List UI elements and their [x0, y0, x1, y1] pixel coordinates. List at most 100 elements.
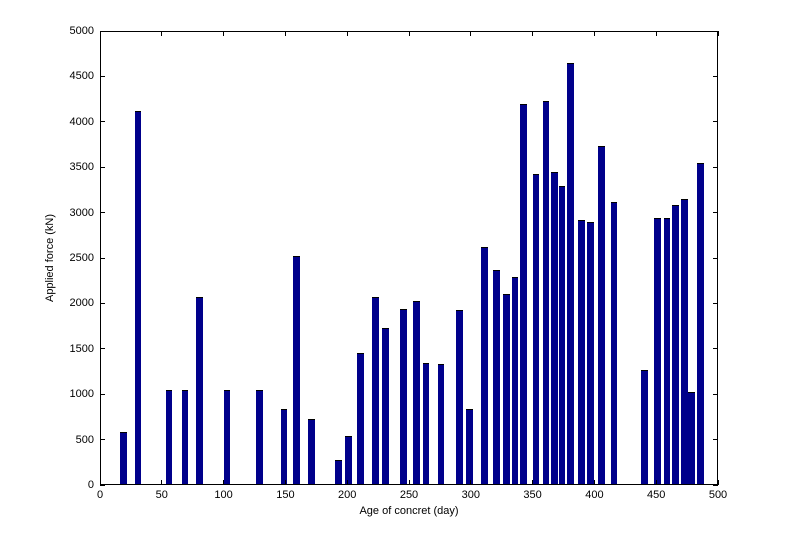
x-tick — [409, 480, 410, 485]
bar — [654, 218, 661, 484]
bar — [438, 364, 445, 484]
bar — [493, 270, 500, 484]
x-tick — [470, 480, 471, 485]
x-tick-label: 100 — [214, 489, 232, 501]
bar — [256, 390, 263, 484]
bar — [559, 186, 566, 484]
bar — [512, 277, 519, 484]
bar — [688, 392, 695, 484]
y-tick-label: 4500 — [70, 70, 94, 82]
x-tick-label: 500 — [709, 489, 727, 501]
bar — [372, 297, 379, 484]
x-tick-top — [100, 31, 101, 36]
bar — [382, 328, 389, 484]
y-tick — [100, 121, 105, 122]
bar — [456, 310, 463, 484]
x-tick-top — [161, 31, 162, 36]
bar — [520, 104, 527, 484]
y-tick-right — [713, 394, 718, 395]
bar — [697, 163, 704, 484]
x-tick — [161, 480, 162, 485]
x-tick — [532, 480, 533, 485]
bar — [413, 301, 420, 484]
bar — [423, 363, 430, 484]
bar — [641, 370, 648, 484]
y-tick — [100, 303, 105, 304]
y-tick-label: 3000 — [70, 207, 94, 219]
bar — [672, 205, 679, 484]
x-tick-top — [470, 31, 471, 36]
y-tick-label: 5000 — [70, 25, 94, 37]
y-tick-right — [713, 258, 718, 259]
x-tick-label: 300 — [462, 489, 480, 501]
chart-container: Age of concret (day) Applied force (kN) … — [0, 0, 793, 546]
bar — [664, 218, 671, 484]
x-tick-label: 450 — [647, 489, 665, 501]
bar — [166, 390, 173, 484]
y-tick-right — [713, 76, 718, 77]
y-tick-right — [713, 167, 718, 168]
x-tick-label: 150 — [276, 489, 294, 501]
y-tick — [100, 212, 105, 213]
x-tick-top — [532, 31, 533, 36]
x-tick-top — [223, 31, 224, 36]
x-tick — [223, 480, 224, 485]
y-tick — [100, 485, 105, 486]
bar — [308, 419, 315, 484]
bar — [120, 432, 127, 484]
bar — [681, 199, 688, 484]
y-axis-label: Applied force (kN) — [44, 214, 56, 302]
bar — [543, 101, 550, 484]
x-tick-top — [594, 31, 595, 36]
plot-area — [100, 31, 718, 485]
y-tick-label: 3500 — [70, 161, 94, 173]
y-tick-label: 1500 — [70, 343, 94, 355]
bar — [481, 247, 488, 484]
y-tick-right — [713, 348, 718, 349]
x-tick — [594, 480, 595, 485]
x-tick-label: 50 — [156, 489, 168, 501]
x-tick — [347, 480, 348, 485]
bar — [281, 409, 288, 484]
x-tick-top — [347, 31, 348, 36]
y-tick-right — [713, 485, 718, 486]
bar — [587, 222, 594, 484]
y-tick-right — [713, 121, 718, 122]
bar — [196, 297, 203, 484]
bar — [567, 63, 574, 484]
x-tick-label: 0 — [97, 489, 103, 501]
y-tick — [100, 394, 105, 395]
y-tick — [100, 258, 105, 259]
y-tick-label: 500 — [76, 434, 94, 446]
x-tick-top — [285, 31, 286, 36]
y-tick — [100, 167, 105, 168]
y-tick-label: 2000 — [70, 297, 94, 309]
y-tick-label: 4000 — [70, 116, 94, 128]
y-tick-right — [713, 212, 718, 213]
x-tick-top — [656, 31, 657, 36]
x-axis-label: Age of concret (day) — [359, 505, 458, 517]
bar — [293, 256, 300, 484]
y-tick — [100, 348, 105, 349]
x-tick-label: 350 — [523, 489, 541, 501]
bar — [135, 111, 142, 484]
bar — [400, 309, 407, 484]
y-tick-right — [713, 31, 718, 32]
y-tick — [100, 76, 105, 77]
bar — [578, 220, 585, 484]
x-tick-top — [718, 31, 719, 36]
bar — [533, 174, 540, 484]
bar — [357, 353, 364, 484]
y-tick-label: 1000 — [70, 388, 94, 400]
x-tick — [285, 480, 286, 485]
bar — [345, 436, 352, 484]
y-tick — [100, 31, 105, 32]
bar — [466, 409, 473, 484]
bar — [224, 390, 231, 484]
y-tick-right — [713, 303, 718, 304]
bar — [335, 460, 342, 484]
y-tick-right — [713, 439, 718, 440]
x-tick — [656, 480, 657, 485]
bar — [182, 390, 189, 484]
y-tick-label: 0 — [88, 479, 94, 491]
